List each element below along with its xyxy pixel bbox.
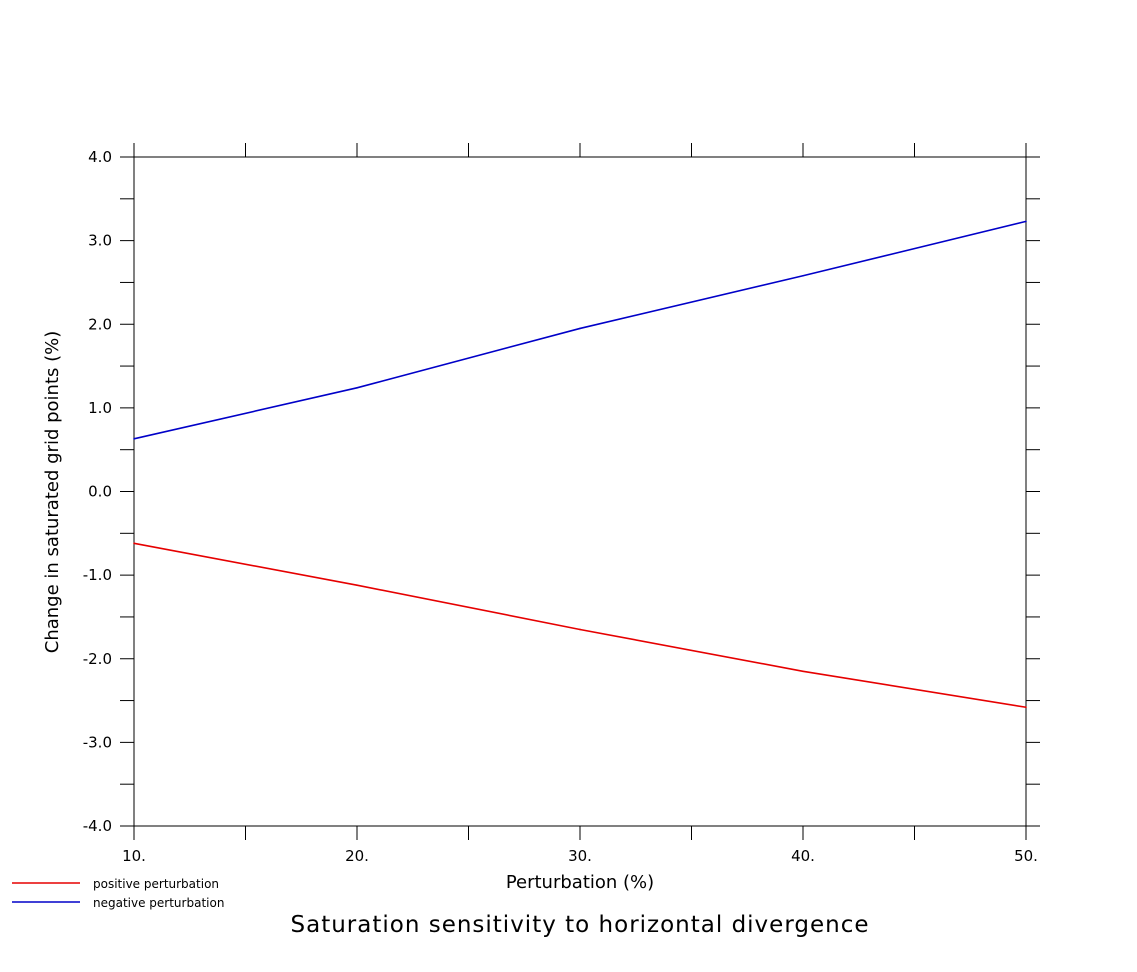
- x-axis-ticks: 10. 20. 30. 40. 50.: [122, 143, 1038, 865]
- y-tick-label: 3.0: [88, 232, 112, 250]
- data-point: [133, 438, 135, 440]
- data-point: [133, 542, 135, 545]
- data-point: [356, 387, 358, 389]
- y-tick-label: -4.0: [83, 817, 112, 835]
- series-lines: [133, 220, 1027, 709]
- data-point: [802, 670, 804, 673]
- data-point: [1025, 220, 1027, 223]
- y-tick-label: 2.0: [88, 315, 112, 333]
- legend: positive perturbation negative perturbat…: [12, 877, 224, 910]
- y-tick-label: 0.0: [88, 483, 112, 501]
- x-axis-title: Perturbation (%): [506, 872, 654, 893]
- minor-ticks: [120, 143, 1040, 840]
- data-point: [579, 327, 581, 330]
- data-point: [356, 584, 358, 586]
- x-tick-label: 10.: [122, 847, 146, 865]
- y-axis-ticks: -4.0 -3.0 -2.0 -1.0 0.0 1.0 2.0 3.0 4.0: [83, 148, 1040, 835]
- x-tick-label: 50.: [1014, 847, 1038, 865]
- y-axis-title: Change in saturated grid points (%): [42, 331, 63, 653]
- y-tick-label: -2.0: [83, 650, 112, 668]
- y-tick-label: 1.0: [88, 399, 112, 417]
- series-line-negative: [133, 220, 1027, 440]
- chart-title: Saturation sensitivity to horizontal div…: [291, 912, 870, 938]
- y-tick-label: -1.0: [83, 566, 112, 584]
- y-tick-label: 4.0: [88, 148, 112, 166]
- data-point: [579, 628, 581, 631]
- x-tick-label: 40.: [791, 847, 815, 865]
- x-tick-label: 30.: [568, 847, 592, 865]
- data-point: [802, 274, 804, 277]
- x-tick-label: 20.: [345, 847, 369, 865]
- legend-label-negative: negative perturbation: [93, 896, 224, 910]
- legend-label-positive: positive perturbation: [93, 877, 219, 891]
- series-line-positive: [133, 542, 1027, 709]
- data-point: [1025, 706, 1027, 709]
- y-tick-label: -3.0: [83, 733, 112, 751]
- plot-frame: [133, 156, 1027, 827]
